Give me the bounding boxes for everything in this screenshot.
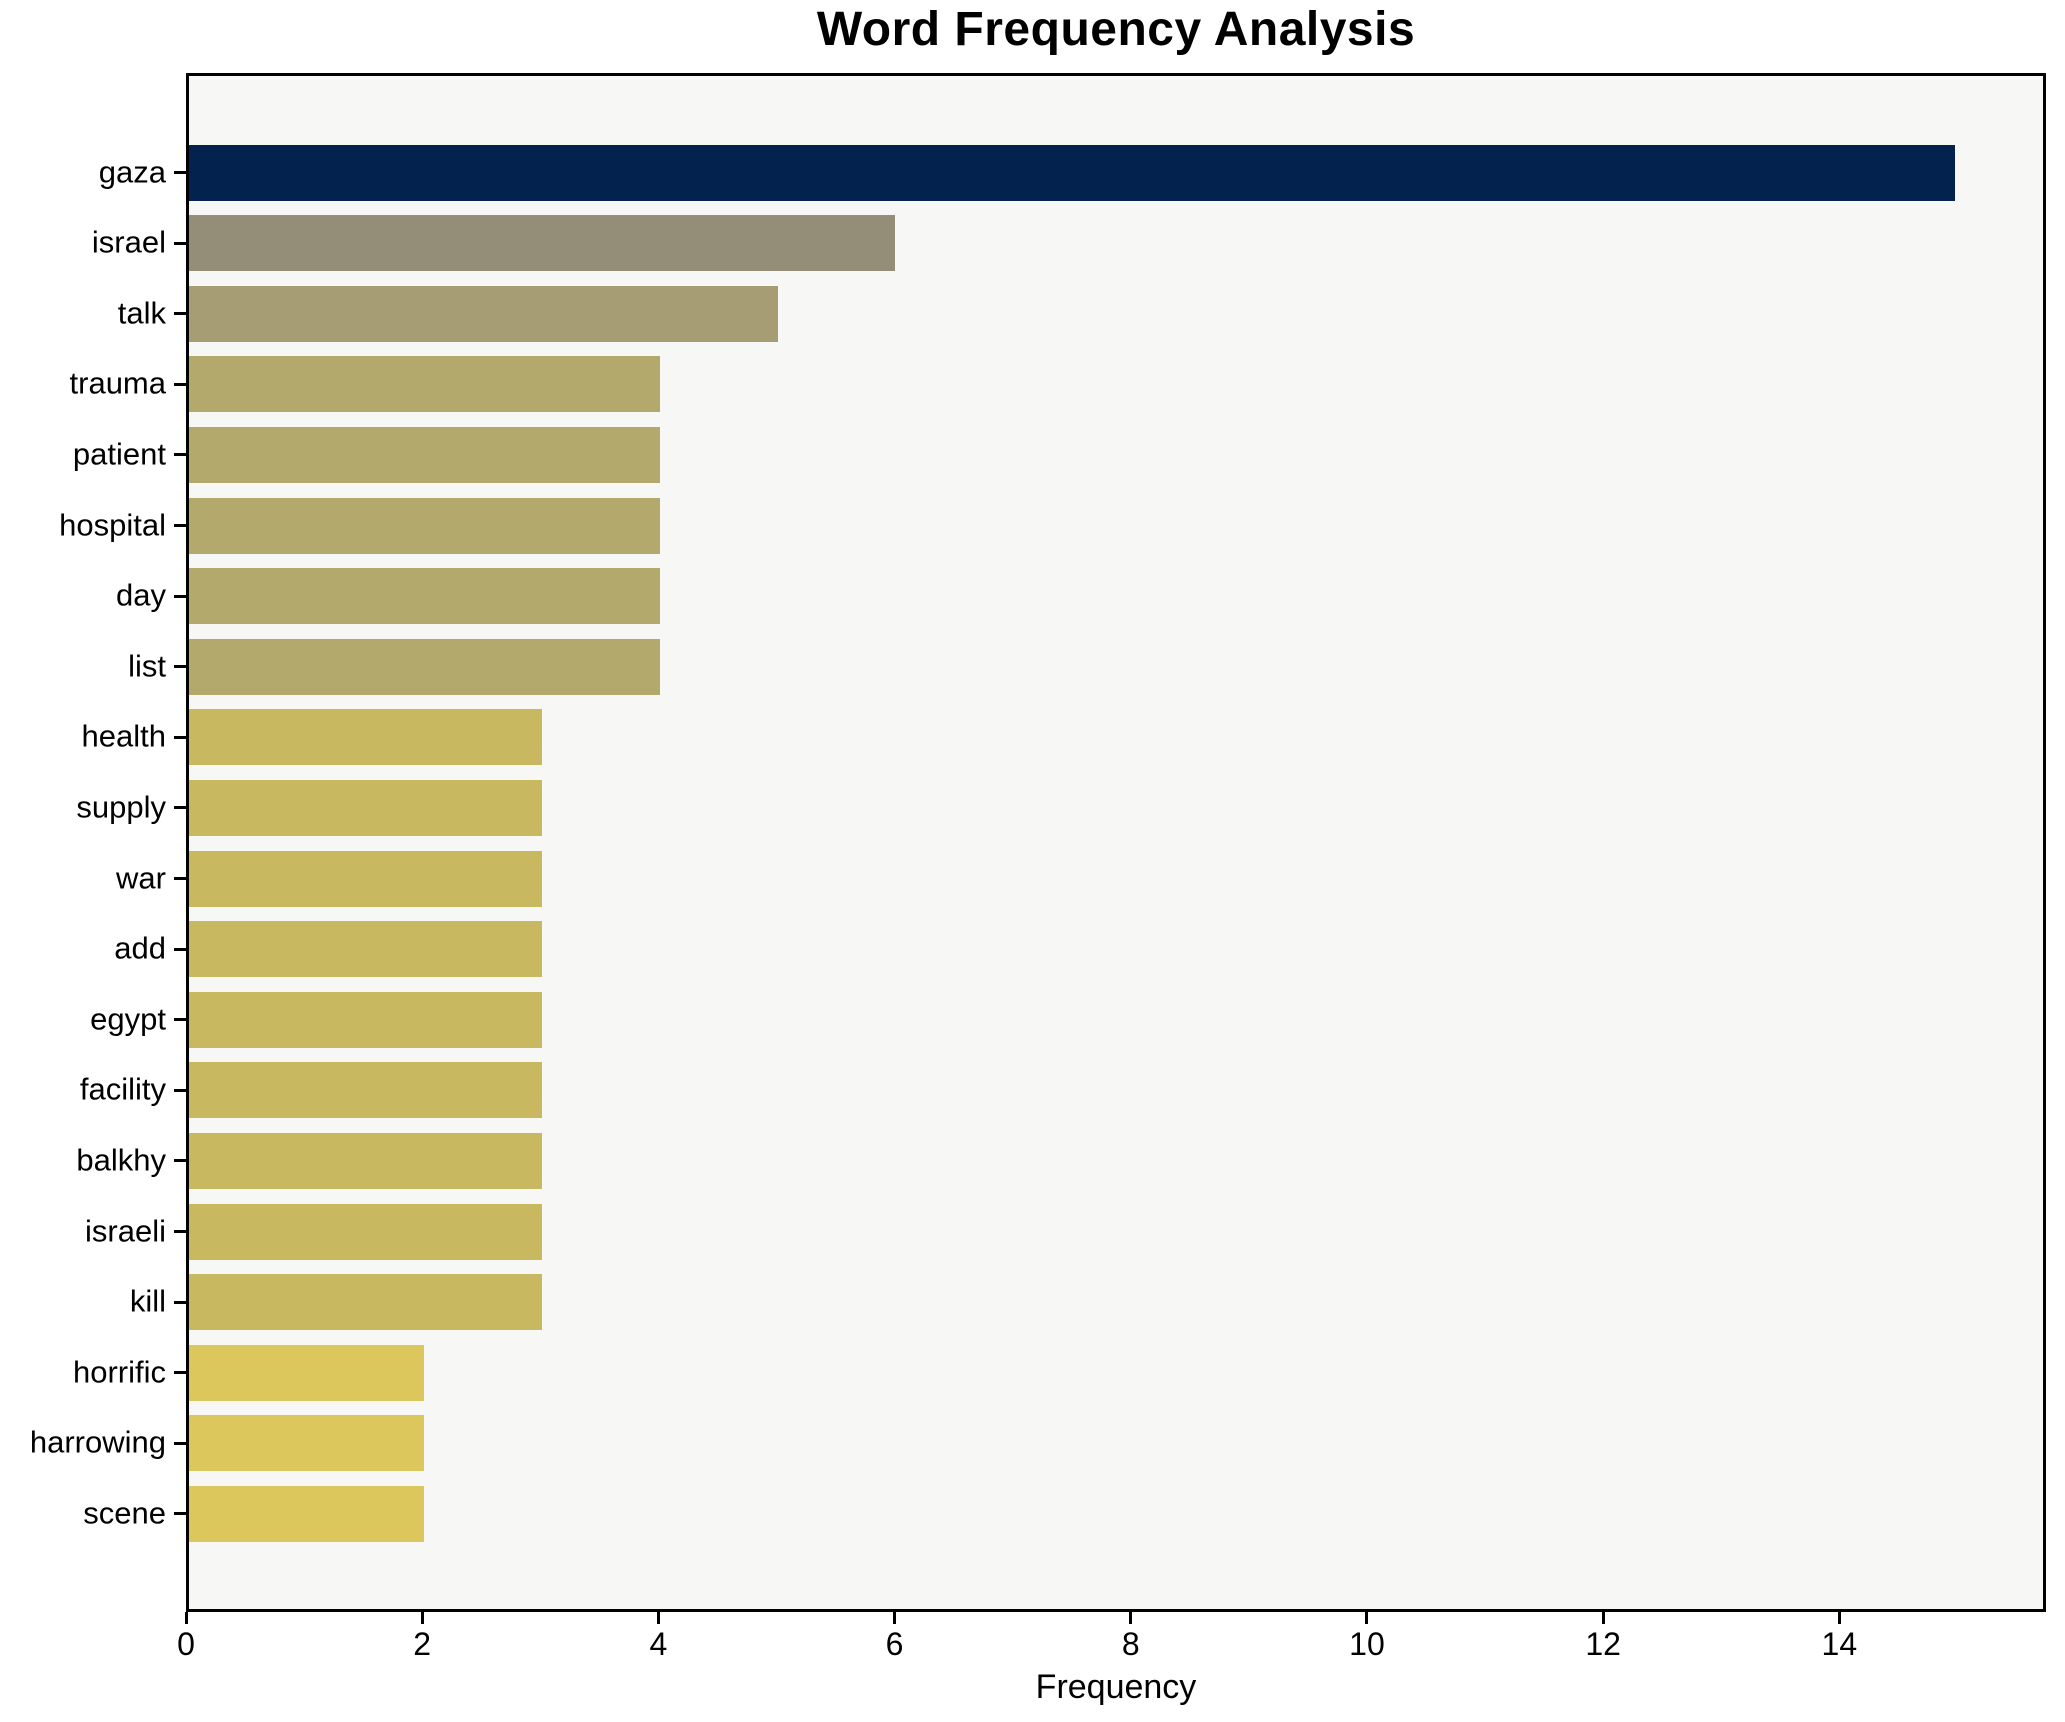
x-tick-8 (1129, 1612, 1133, 1624)
bar-war (189, 850, 543, 907)
y-tick-supply (174, 806, 186, 810)
y-tick-label-kill: kill (129, 1283, 166, 1319)
y-tick-label-day: day (116, 577, 166, 613)
y-tick-gaza (174, 171, 186, 174)
chart-title: Word Frequency Analysis (816, 3, 1416, 56)
y-tick-add (174, 947, 186, 951)
y-tick-label-israeli: israeli (85, 1212, 166, 1248)
bar-health (189, 709, 543, 766)
bar-add (189, 921, 543, 978)
y-tick-day (174, 594, 186, 598)
y-tick-patient (174, 453, 186, 457)
x-tick-4 (656, 1612, 660, 1624)
bar-patient (189, 426, 660, 483)
x-tick-10 (1365, 1612, 1369, 1624)
y-tick-list (174, 665, 186, 669)
x-axis-title: Frequency (1035, 1668, 1197, 1706)
y-tick-label-harrowing: harrowing (29, 1424, 166, 1460)
y-tick-label-war: war (116, 859, 166, 895)
y-tick-label-health: health (81, 718, 166, 754)
y-tick-egypt (174, 1018, 186, 1022)
x-tick-2 (420, 1612, 424, 1624)
bar-horrific (189, 1344, 425, 1401)
y-tick-label-patient: patient (72, 436, 166, 472)
bar-israeli (189, 1203, 543, 1260)
y-tick-harrowing (174, 1441, 186, 1445)
bar-day (189, 568, 660, 625)
bar-facility (189, 1062, 543, 1119)
y-tick-war (174, 877, 186, 880)
y-tick-label-supply: supply (76, 789, 166, 825)
bar-scene (189, 1485, 425, 1542)
bar-harrowing (189, 1415, 425, 1472)
bar-egypt (189, 991, 543, 1048)
y-tick-facility (174, 1088, 186, 1092)
x-tick-label-12: 12 (1585, 1626, 1621, 1662)
x-tick-0 (184, 1612, 188, 1624)
y-tick-label-egypt: egypt (90, 1000, 166, 1036)
bar-talk (189, 285, 778, 342)
x-tick-label-6: 6 (885, 1626, 904, 1662)
y-tick-israeli (174, 1230, 186, 1233)
y-tick-trauma (174, 382, 186, 386)
bar-hospital (189, 497, 660, 554)
y-tick-kill (174, 1300, 186, 1304)
y-tick-israel (174, 241, 186, 245)
bar-supply (189, 779, 543, 836)
y-tick-label-facility: facility (79, 1071, 166, 1107)
y-tick-label-add: add (114, 930, 166, 966)
bar-israel (189, 215, 896, 272)
y-tick-label-israel: israel (91, 224, 166, 260)
y-tick-label-scene: scene (83, 1495, 166, 1531)
bar-trauma (189, 356, 660, 413)
y-tick-label-hospital: hospital (59, 506, 166, 542)
y-tick-horrific (174, 1371, 186, 1375)
plot-area (186, 73, 2046, 1612)
x-tick-label-2: 2 (413, 1626, 432, 1662)
bar-list (189, 638, 660, 695)
x-tick-6 (893, 1612, 897, 1624)
y-tick-balkhy (174, 1159, 186, 1163)
x-tick-label-10: 10 (1349, 1626, 1385, 1662)
y-tick-label-gaza: gaza (98, 153, 166, 189)
y-tick-label-list: list (128, 647, 166, 683)
x-tick-label-8: 8 (1121, 1626, 1140, 1662)
x-tick-12 (1601, 1612, 1605, 1624)
x-tick-label-0: 0 (177, 1626, 195, 1662)
bar-gaza (189, 144, 1955, 201)
x-tick-14 (1837, 1612, 1841, 1624)
bar-balkhy (189, 1132, 543, 1189)
y-tick-label-horrific: horrific (72, 1353, 166, 1389)
y-tick-label-trauma: trauma (69, 365, 166, 401)
y-tick-health (174, 735, 186, 739)
y-tick-scene (174, 1512, 186, 1516)
y-tick-label-balkhy: balkhy (76, 1142, 166, 1178)
y-tick-talk (174, 312, 186, 316)
x-tick-label-14: 14 (1821, 1626, 1858, 1662)
x-tick-label-4: 4 (649, 1626, 668, 1662)
y-tick-hospital (174, 524, 186, 527)
y-tick-label-talk: talk (117, 294, 166, 330)
bar-kill (189, 1274, 543, 1331)
